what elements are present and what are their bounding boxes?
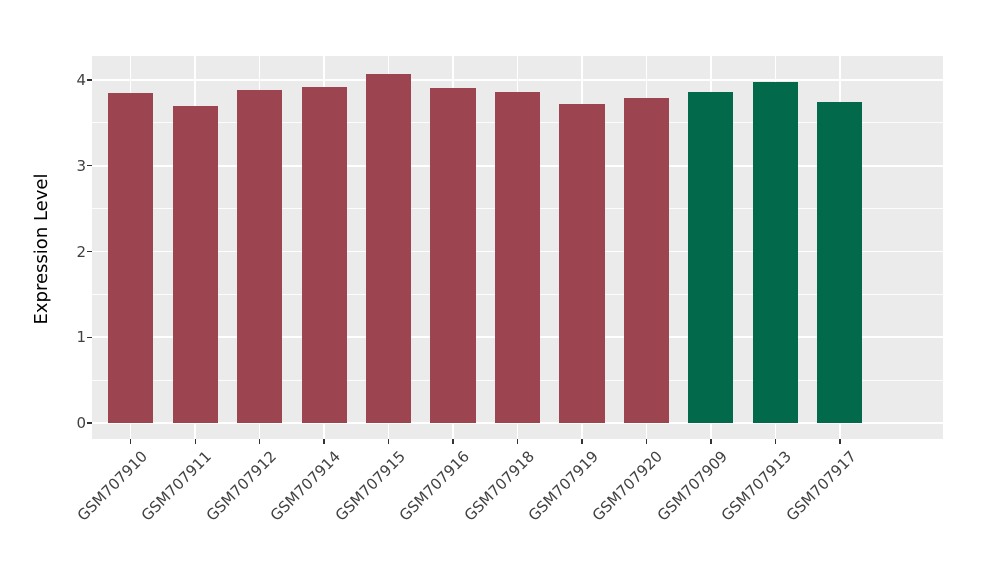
x-tick-label: GSM707913 (718, 447, 796, 525)
x-tick-label: GSM707918 (460, 447, 538, 525)
x-tick-mark (259, 439, 261, 444)
x-tick-mark (194, 439, 196, 444)
x-tick-label: GSM707909 (653, 447, 731, 525)
x-tick-mark (774, 439, 777, 444)
x-tick-mark (452, 439, 454, 444)
x-tick-label: GSM707916 (395, 447, 474, 525)
x-tick-label: GSM707910 (73, 447, 151, 525)
x-tick-label: GSM707920 (589, 447, 667, 525)
bar-GSM707918 (494, 92, 541, 423)
bar-GSM707912 (237, 90, 283, 423)
x-tick-mark (710, 439, 712, 444)
x-tick-mark (323, 439, 325, 444)
x-tick-label: GSM707912 (202, 447, 280, 525)
bar-GSM707910 (108, 92, 154, 423)
x-tick-mark (130, 439, 132, 444)
bar-GSM707909 (688, 92, 734, 423)
y-tick-label: 2 (76, 242, 86, 261)
y-tick-mark (87, 79, 92, 81)
x-tick-label: GSM707911 (137, 447, 216, 525)
y-tick-mark (87, 336, 92, 338)
x-tick-label: GSM707917 (782, 447, 860, 525)
bar-GSM707920 (623, 98, 669, 423)
y-tick-label: 3 (76, 156, 86, 175)
bar-GSM707916 (430, 87, 476, 423)
bar-GSM707915 (365, 73, 412, 423)
y-tick-label: 1 (76, 328, 86, 347)
x-tick-mark (387, 439, 390, 444)
bar-GSM707911 (172, 105, 218, 423)
x-tick-mark (581, 439, 583, 444)
y-tick-label: 0 (76, 414, 86, 432)
x-tick-label: GSM707914 (266, 447, 345, 525)
y-tick-mark (87, 250, 92, 253)
x-tick-label: GSM707915 (331, 447, 409, 525)
x-tick-mark (516, 439, 519, 444)
plot-panel (92, 56, 943, 439)
x-tick-mark (645, 439, 648, 444)
y-tick-mark (87, 165, 92, 167)
bar-GSM707919 (559, 104, 605, 423)
x-tick-label: GSM707919 (524, 447, 602, 525)
y-tick-mark (87, 422, 92, 424)
y-tick-label: 4 (76, 71, 86, 89)
bar-GSM707913 (752, 81, 798, 423)
bar-GSM707914 (301, 86, 347, 423)
x-tick-mark (839, 439, 841, 444)
bar-GSM707917 (817, 102, 863, 423)
